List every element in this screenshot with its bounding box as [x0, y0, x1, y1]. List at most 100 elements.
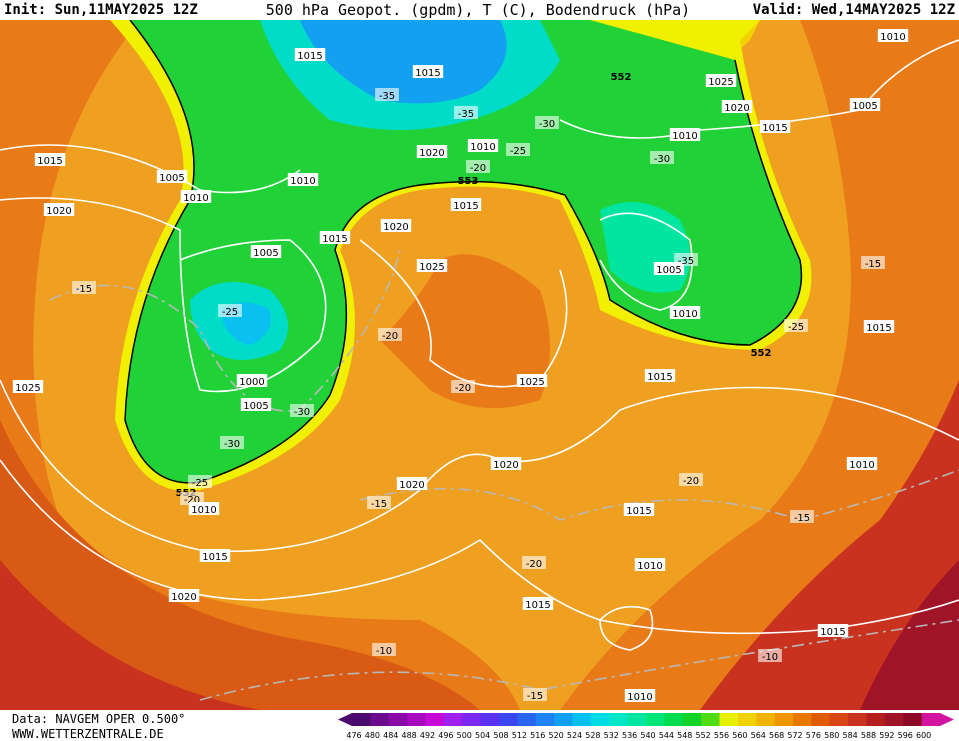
colorbar-label: 528 — [585, 731, 600, 740]
contour-label: -20 — [184, 495, 200, 506]
contour-labels: 1015 1015 552 1025 1020 1015 1005 1010 -35 -35 -30… — [12, 29, 909, 703]
contour-label: 1015 — [415, 68, 440, 79]
contour-label: 552 — [751, 348, 772, 359]
label-box — [535, 116, 559, 129]
isotherm — [359, 469, 959, 521]
colorbar-label: 556 — [714, 731, 729, 740]
label-box — [846, 457, 878, 470]
colorbar-label: 516 — [530, 731, 545, 740]
contour-label: 1005 — [159, 173, 184, 184]
label-box — [372, 643, 396, 656]
label-box — [516, 374, 548, 387]
map-title: 500 hPa Geopot. (gpdm), T (C), Bodendruc… — [266, 1, 690, 19]
label-box — [849, 98, 881, 111]
label-box — [758, 649, 782, 662]
label-box — [863, 320, 895, 333]
label-box — [523, 688, 547, 701]
contour-label: -30 — [294, 407, 310, 418]
colorbar-cell — [572, 713, 592, 726]
colorbar-label: 572 — [787, 731, 802, 740]
colorbar-cell — [682, 713, 702, 726]
colorbar-cell — [462, 713, 482, 726]
contour-label: -15 — [371, 499, 387, 510]
colorbar-label: 544 — [659, 731, 674, 740]
colorbar-cell — [848, 713, 867, 726]
contour-label: 1015 — [453, 201, 478, 212]
colorbar-label: 524 — [567, 731, 582, 740]
colorbar-arrow — [338, 713, 352, 726]
contour-label: -25 — [788, 322, 804, 333]
label-box — [522, 597, 554, 610]
contour-label: -25 — [510, 146, 526, 157]
contour-label: 1020 — [399, 480, 424, 491]
colorbar-label: 540 — [640, 731, 655, 740]
label-box — [877, 29, 909, 42]
label-box — [34, 153, 66, 166]
isobar — [599, 605, 654, 651]
label-box — [784, 319, 808, 332]
contour-label: 1010 — [191, 505, 216, 516]
label-box — [416, 145, 448, 158]
label-box — [623, 503, 655, 516]
colorbar-label: 600 — [916, 731, 931, 740]
contour-label: -25 — [222, 307, 238, 318]
contour-label: 1015 — [322, 234, 347, 245]
colorbar-cell — [443, 713, 463, 726]
label-box — [180, 492, 204, 505]
colorbar-cell — [811, 713, 831, 726]
trough-core — [300, 20, 507, 104]
label-box — [674, 253, 698, 266]
label-box — [188, 502, 220, 515]
label-box — [669, 128, 701, 141]
contour-label: -20 — [470, 163, 486, 174]
colorbar-label: 500 — [457, 731, 472, 740]
colorbar-cell — [646, 713, 665, 726]
colorbar-cell — [903, 713, 923, 726]
label-box — [634, 558, 666, 571]
colorbar-cell — [921, 713, 941, 726]
colorbar-label: 552 — [695, 731, 710, 740]
isobar — [0, 379, 959, 553]
colorbar-label: 512 — [512, 731, 527, 740]
contour-label: -15 — [527, 691, 543, 702]
colorbar-label: 564 — [751, 731, 766, 740]
contour-label: -35 — [379, 91, 395, 102]
contour-label: 1010 — [849, 460, 874, 471]
colorbar-label: 488 — [401, 731, 416, 740]
label-box — [220, 436, 244, 449]
contour-label: 1015 — [866, 323, 891, 334]
trough — [125, 20, 802, 483]
label-box — [522, 556, 546, 569]
contour-label: -15 — [76, 284, 92, 295]
colorbar-arrow — [940, 713, 954, 726]
map: 1015 1015 552 1025 1020 1015 1005 1010 -35 -35 -30… — [0, 20, 959, 710]
contour-label: 1010 — [880, 32, 905, 43]
isotherm — [49, 249, 401, 412]
contour-label: 1000 — [239, 377, 264, 388]
label-box — [451, 380, 475, 393]
contour-label: 1005 — [243, 401, 268, 412]
colorbar-label: 480 — [365, 731, 380, 740]
label-box — [156, 170, 188, 183]
isobar — [359, 239, 568, 388]
label-box — [759, 120, 791, 133]
label-box — [644, 369, 676, 382]
contour-label: 1020 — [171, 592, 196, 603]
colorbar-cell — [829, 713, 849, 726]
contour-label: 1015 — [525, 600, 550, 611]
colorbar-cell — [627, 713, 647, 726]
colorbar-label: 496 — [438, 731, 453, 740]
contour-label: 1015 — [37, 156, 62, 167]
colorbar-label: 548 — [677, 731, 692, 740]
label-box — [817, 624, 849, 637]
label-box — [669, 306, 701, 319]
colorbar-cell — [388, 713, 408, 726]
colorbar: 476 480 484 488 492 496 500 504 508 512 516 520 524 5… — [338, 713, 954, 740]
label-box — [367, 496, 391, 509]
colorbar-label: 568 — [769, 731, 784, 740]
contour-label: 1025 — [708, 77, 733, 88]
contour-label: 1015 — [297, 51, 322, 62]
label-box — [287, 173, 319, 186]
colorbar-label: 596 — [898, 731, 913, 740]
